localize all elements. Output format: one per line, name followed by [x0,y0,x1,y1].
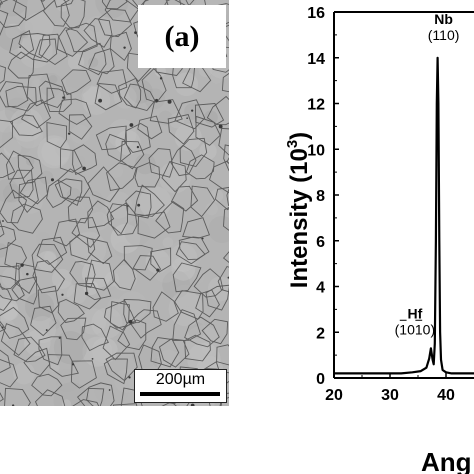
svg-text:Intensity (103): Intensity (103) [284,132,313,288]
x-tick-label: 40 [437,387,455,404]
peak-label-element: Nb [434,11,453,27]
y-tick-label: 6 [316,234,325,251]
peak-label-miller: (1010) [395,321,435,337]
y-axis-title: Intensity (103) [284,132,313,288]
scale-bar: 200µm [134,369,227,403]
peak-label-element: Hf [407,305,422,321]
y-axis-title-exponent: 3 [284,140,301,148]
y-tick-label: 10 [307,142,325,159]
scale-bar-line [140,392,220,396]
peak-label-miller: (110) [428,27,460,43]
micrograph-panel: (a) 200µm [0,0,229,406]
y-tick-label: 8 [316,188,325,205]
y-tick-label: 0 [316,371,325,388]
y-tick-label: 2 [316,325,325,342]
x-axis-title: Ang [421,447,472,474]
xrd-pattern-line [334,56,474,375]
panel-label: (a) [138,5,226,68]
y-tick-label: 14 [307,51,325,68]
y-axis-title-close: ) [286,132,313,140]
scale-bar-label: 200µm [155,371,206,388]
x-tick-label: 30 [381,387,399,404]
y-tick-label: 4 [316,280,325,297]
y-tick-label: 16 [307,5,325,22]
xrd-chart: Intensity (103) Ang 0 2 4 6 8 10 12 14 16 20 30 40 N… [284,5,474,474]
x-tick-label: 20 [325,387,343,404]
y-tick-label: 12 [307,97,325,114]
y-axis-title-main: Intensity (10 [286,148,313,288]
